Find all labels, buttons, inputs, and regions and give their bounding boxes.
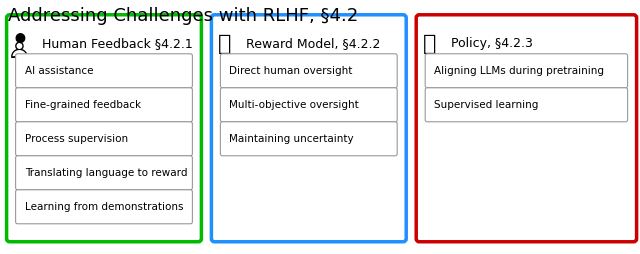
FancyBboxPatch shape: [416, 15, 637, 242]
Text: Aligning LLMs during pretraining: Aligning LLMs during pretraining: [434, 66, 604, 76]
FancyBboxPatch shape: [220, 88, 397, 122]
Text: Translating language to reward: Translating language to reward: [24, 168, 187, 178]
FancyBboxPatch shape: [15, 122, 193, 156]
Text: Direct human oversight: Direct human oversight: [229, 66, 353, 76]
FancyBboxPatch shape: [15, 156, 193, 190]
Text: Multi-objective oversight: Multi-objective oversight: [229, 100, 359, 110]
FancyBboxPatch shape: [220, 54, 397, 88]
Text: Policy, §4.2.3: Policy, §4.2.3: [451, 37, 533, 50]
FancyBboxPatch shape: [425, 54, 628, 88]
Text: Supervised learning: Supervised learning: [434, 100, 539, 110]
Text: ♙: ♙: [7, 36, 32, 64]
Text: ⬤: ⬤: [14, 33, 25, 43]
FancyBboxPatch shape: [15, 88, 193, 122]
FancyBboxPatch shape: [220, 122, 397, 156]
Text: Maintaining uncertainty: Maintaining uncertainty: [229, 134, 354, 144]
Text: 🦾: 🦾: [422, 34, 436, 54]
Text: AI assistance: AI assistance: [24, 66, 93, 76]
FancyBboxPatch shape: [425, 88, 628, 122]
Text: Reward Model, §4.2.2: Reward Model, §4.2.2: [246, 37, 381, 50]
Text: 🤖: 🤖: [218, 34, 231, 54]
Text: Human Feedback §4.2.1: Human Feedback §4.2.1: [42, 37, 193, 50]
Text: Fine-grained feedback: Fine-grained feedback: [24, 100, 141, 110]
Text: Process supervision: Process supervision: [24, 134, 128, 144]
FancyBboxPatch shape: [211, 15, 406, 242]
Text: Addressing Challenges with RLHF, §4.2: Addressing Challenges with RLHF, §4.2: [8, 7, 358, 25]
FancyBboxPatch shape: [15, 54, 193, 88]
Text: Learning from demonstrations: Learning from demonstrations: [24, 202, 183, 212]
FancyBboxPatch shape: [15, 190, 193, 224]
FancyBboxPatch shape: [6, 15, 202, 242]
